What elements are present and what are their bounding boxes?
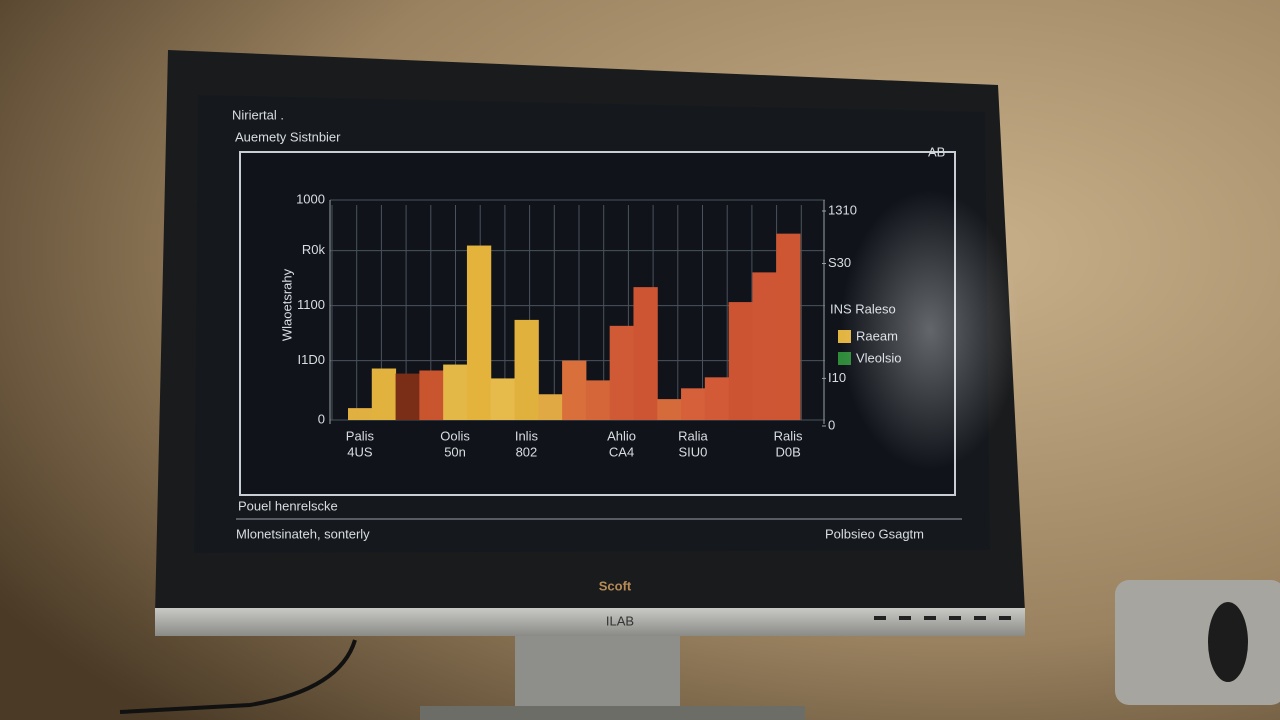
y2-tick-label: 0 — [828, 417, 835, 432]
bar — [395, 373, 420, 420]
x-tick-sublabel: SIU0 — [678, 444, 707, 459]
bar — [348, 408, 373, 420]
bar — [704, 377, 730, 420]
stand — [515, 630, 680, 712]
y-tick-label: 0 — [318, 411, 325, 426]
screen-title: Niriertal . — [232, 107, 284, 122]
brand-logo: Scoft — [599, 578, 632, 593]
bar — [538, 394, 563, 420]
x-tick-label: Ahlio — [607, 428, 636, 443]
status-right: Polbsieo Gsagtm — [825, 526, 924, 541]
glare — [840, 190, 1020, 470]
bar — [657, 399, 682, 420]
bar — [443, 364, 468, 420]
y2-tick-label: 1310 — [828, 202, 857, 217]
bar — [371, 368, 397, 420]
button — [949, 616, 961, 620]
bar — [419, 370, 444, 420]
button — [924, 616, 936, 620]
button — [874, 616, 886, 620]
x-tick-sublabel: 50n — [444, 444, 466, 459]
x-tick-sublabel: 802 — [516, 444, 538, 459]
y2-tick-label: S30 — [828, 255, 851, 270]
bar — [585, 380, 611, 420]
projector-lens — [1208, 602, 1248, 682]
bar — [514, 319, 539, 420]
y-tick-label: 1100 — [297, 297, 325, 312]
status-left: Mlonetsinateh, sonterly — [236, 526, 370, 541]
model-label: ILAB — [606, 613, 634, 628]
bar — [776, 233, 801, 420]
screen-subtitle: Auemety Sistnbier — [235, 129, 341, 144]
y-axis-label: Wlaoetsrahy — [279, 268, 294, 341]
x-tick-label: Ralia — [678, 428, 708, 443]
stand-base — [420, 706, 805, 720]
monitor-strip — [155, 608, 1025, 636]
bar — [562, 360, 587, 420]
y-tick-label: I1D0 — [298, 352, 325, 367]
button — [899, 616, 911, 620]
chart-frame — [239, 151, 956, 496]
bar — [752, 272, 777, 420]
bar — [466, 245, 492, 420]
x-tick-sublabel: 4US — [347, 444, 373, 459]
bar — [728, 302, 753, 420]
x-tick-label: Palis — [346, 428, 375, 443]
y-tick-label: R0k — [302, 242, 326, 257]
corner-badge: AB — [928, 144, 945, 159]
x-tick-label: Oolis — [440, 428, 470, 443]
bar — [490, 378, 516, 420]
bar — [609, 325, 634, 420]
button — [974, 616, 986, 620]
y2-tick-label: I10 — [828, 370, 846, 385]
buttons — [874, 616, 1011, 620]
x-tick-label: Inlis — [515, 428, 539, 443]
x-tick-label: Ralis — [774, 428, 803, 443]
x-tick-sublabel: CA4 — [609, 444, 634, 459]
bar — [633, 287, 658, 420]
button — [999, 616, 1011, 620]
projector — [1115, 580, 1280, 705]
cable — [119, 639, 357, 714]
x-tick-sublabel: D0B — [775, 444, 800, 459]
bar — [681, 388, 706, 420]
y-tick-label: 1000 — [296, 191, 325, 206]
panel-label: Pouel henrelscke — [238, 498, 338, 513]
